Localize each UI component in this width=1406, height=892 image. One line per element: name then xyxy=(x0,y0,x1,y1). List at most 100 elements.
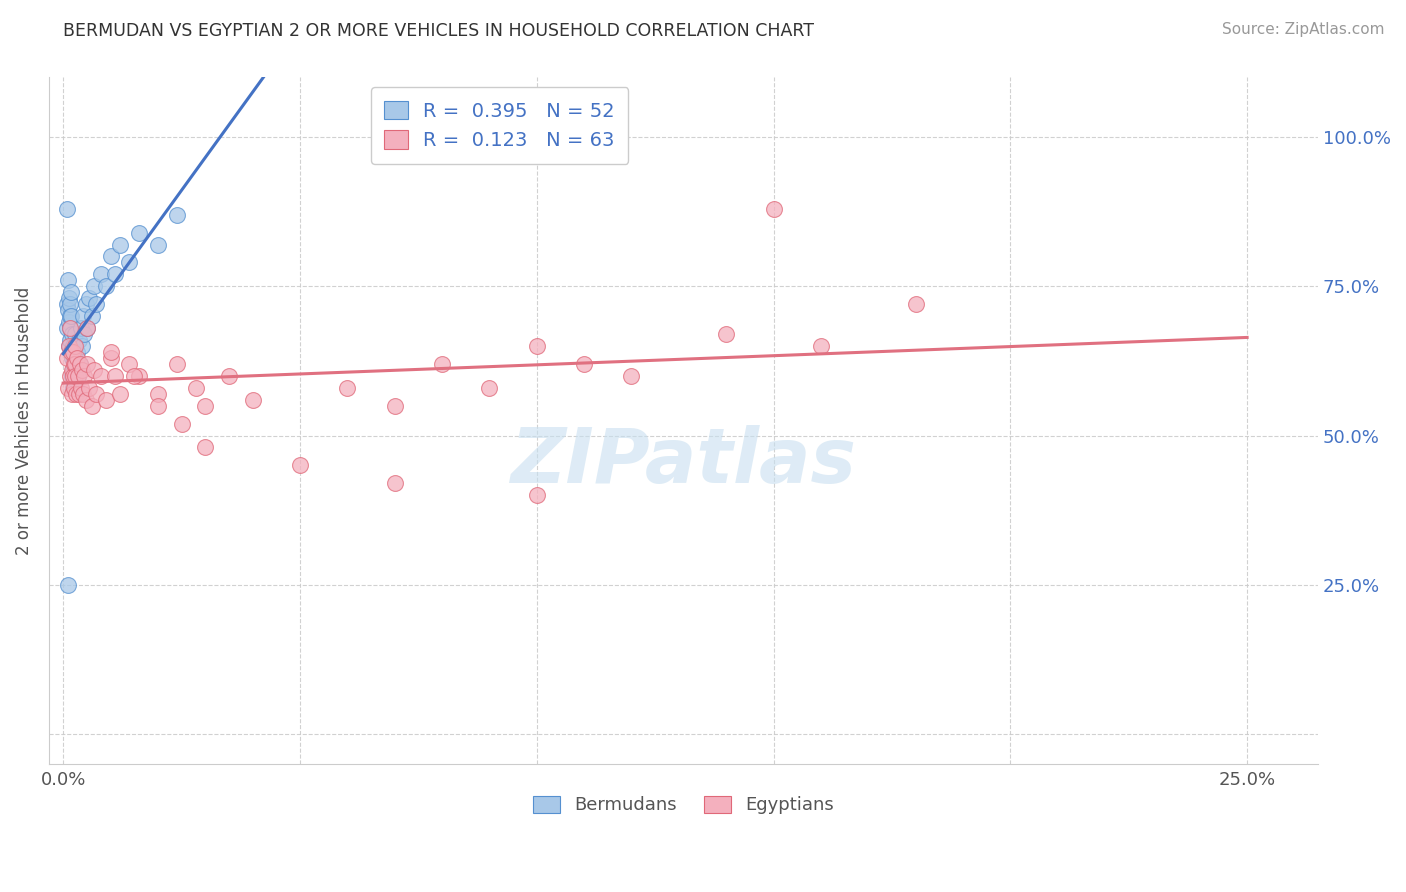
Point xyxy=(242,392,264,407)
Point xyxy=(762,202,785,216)
Point xyxy=(118,255,141,269)
Point xyxy=(69,357,91,371)
Point xyxy=(60,386,83,401)
Point xyxy=(94,279,117,293)
Point xyxy=(288,458,311,473)
Y-axis label: 2 or more Vehicles in Household: 2 or more Vehicles in Household xyxy=(15,286,32,555)
Point xyxy=(62,381,84,395)
Point xyxy=(62,345,84,359)
Point xyxy=(810,339,832,353)
Point xyxy=(166,357,188,371)
Point xyxy=(59,345,82,359)
Point xyxy=(94,392,117,407)
Point xyxy=(526,488,548,502)
Point xyxy=(63,351,86,365)
Point xyxy=(100,351,122,365)
Legend: Bermudans, Egyptians: Bermudans, Egyptians xyxy=(524,787,844,823)
Point xyxy=(86,386,108,401)
Point xyxy=(67,333,90,347)
Point xyxy=(384,476,406,491)
Point xyxy=(75,297,97,311)
Point xyxy=(146,399,169,413)
Point xyxy=(59,309,82,323)
Point xyxy=(56,321,79,335)
Point xyxy=(194,399,217,413)
Point xyxy=(56,381,79,395)
Point xyxy=(76,321,98,335)
Point xyxy=(58,339,80,353)
Point xyxy=(170,417,193,431)
Point xyxy=(70,339,93,353)
Point xyxy=(69,357,91,371)
Point xyxy=(77,381,100,395)
Point xyxy=(104,368,127,383)
Point xyxy=(59,309,82,323)
Point xyxy=(100,345,122,359)
Point xyxy=(63,368,86,383)
Point xyxy=(146,386,169,401)
Point xyxy=(65,339,87,353)
Point xyxy=(56,297,79,311)
Point xyxy=(67,368,90,383)
Point xyxy=(56,273,79,287)
Point xyxy=(60,351,83,365)
Point xyxy=(62,381,84,395)
Point xyxy=(63,339,86,353)
Point xyxy=(59,297,82,311)
Point xyxy=(65,381,87,395)
Point xyxy=(65,386,87,401)
Point xyxy=(70,321,93,335)
Text: ZIPatlas: ZIPatlas xyxy=(510,425,856,499)
Point xyxy=(62,339,84,353)
Point xyxy=(58,315,80,329)
Point xyxy=(218,368,240,383)
Point xyxy=(76,357,98,371)
Point xyxy=(104,268,127,282)
Point xyxy=(118,357,141,371)
Point xyxy=(526,339,548,353)
Point xyxy=(336,381,359,395)
Point xyxy=(77,291,100,305)
Point xyxy=(76,321,98,335)
Point xyxy=(56,202,79,216)
Point xyxy=(80,309,103,323)
Point xyxy=(90,268,112,282)
Point xyxy=(75,392,97,407)
Point xyxy=(60,363,83,377)
Point xyxy=(83,363,105,377)
Point xyxy=(60,368,83,383)
Point xyxy=(146,237,169,252)
Point xyxy=(72,386,94,401)
Point xyxy=(59,285,82,300)
Text: BERMUDAN VS EGYPTIAN 2 OR MORE VEHICLES IN HOUSEHOLD CORRELATION CHART: BERMUDAN VS EGYPTIAN 2 OR MORE VEHICLES … xyxy=(63,22,814,40)
Point xyxy=(384,399,406,413)
Point xyxy=(63,327,86,342)
Point xyxy=(108,386,131,401)
Point xyxy=(58,291,80,305)
Point xyxy=(72,309,94,323)
Point xyxy=(59,333,82,347)
Point xyxy=(73,327,96,342)
Point xyxy=(620,368,643,383)
Point xyxy=(90,368,112,383)
Point xyxy=(73,368,96,383)
Point xyxy=(184,381,207,395)
Point xyxy=(65,357,87,371)
Point xyxy=(194,441,217,455)
Point xyxy=(59,321,82,335)
Point xyxy=(128,368,150,383)
Point xyxy=(478,381,501,395)
Text: Source: ZipAtlas.com: Source: ZipAtlas.com xyxy=(1222,22,1385,37)
Point xyxy=(63,357,86,371)
Point xyxy=(62,363,84,377)
Point xyxy=(59,321,82,335)
Point xyxy=(166,208,188,222)
Point xyxy=(62,351,84,365)
Point xyxy=(65,368,87,383)
Point xyxy=(122,368,145,383)
Point xyxy=(70,381,93,395)
Point xyxy=(62,375,84,389)
Point xyxy=(83,279,105,293)
Point xyxy=(56,351,79,365)
Point xyxy=(904,297,927,311)
